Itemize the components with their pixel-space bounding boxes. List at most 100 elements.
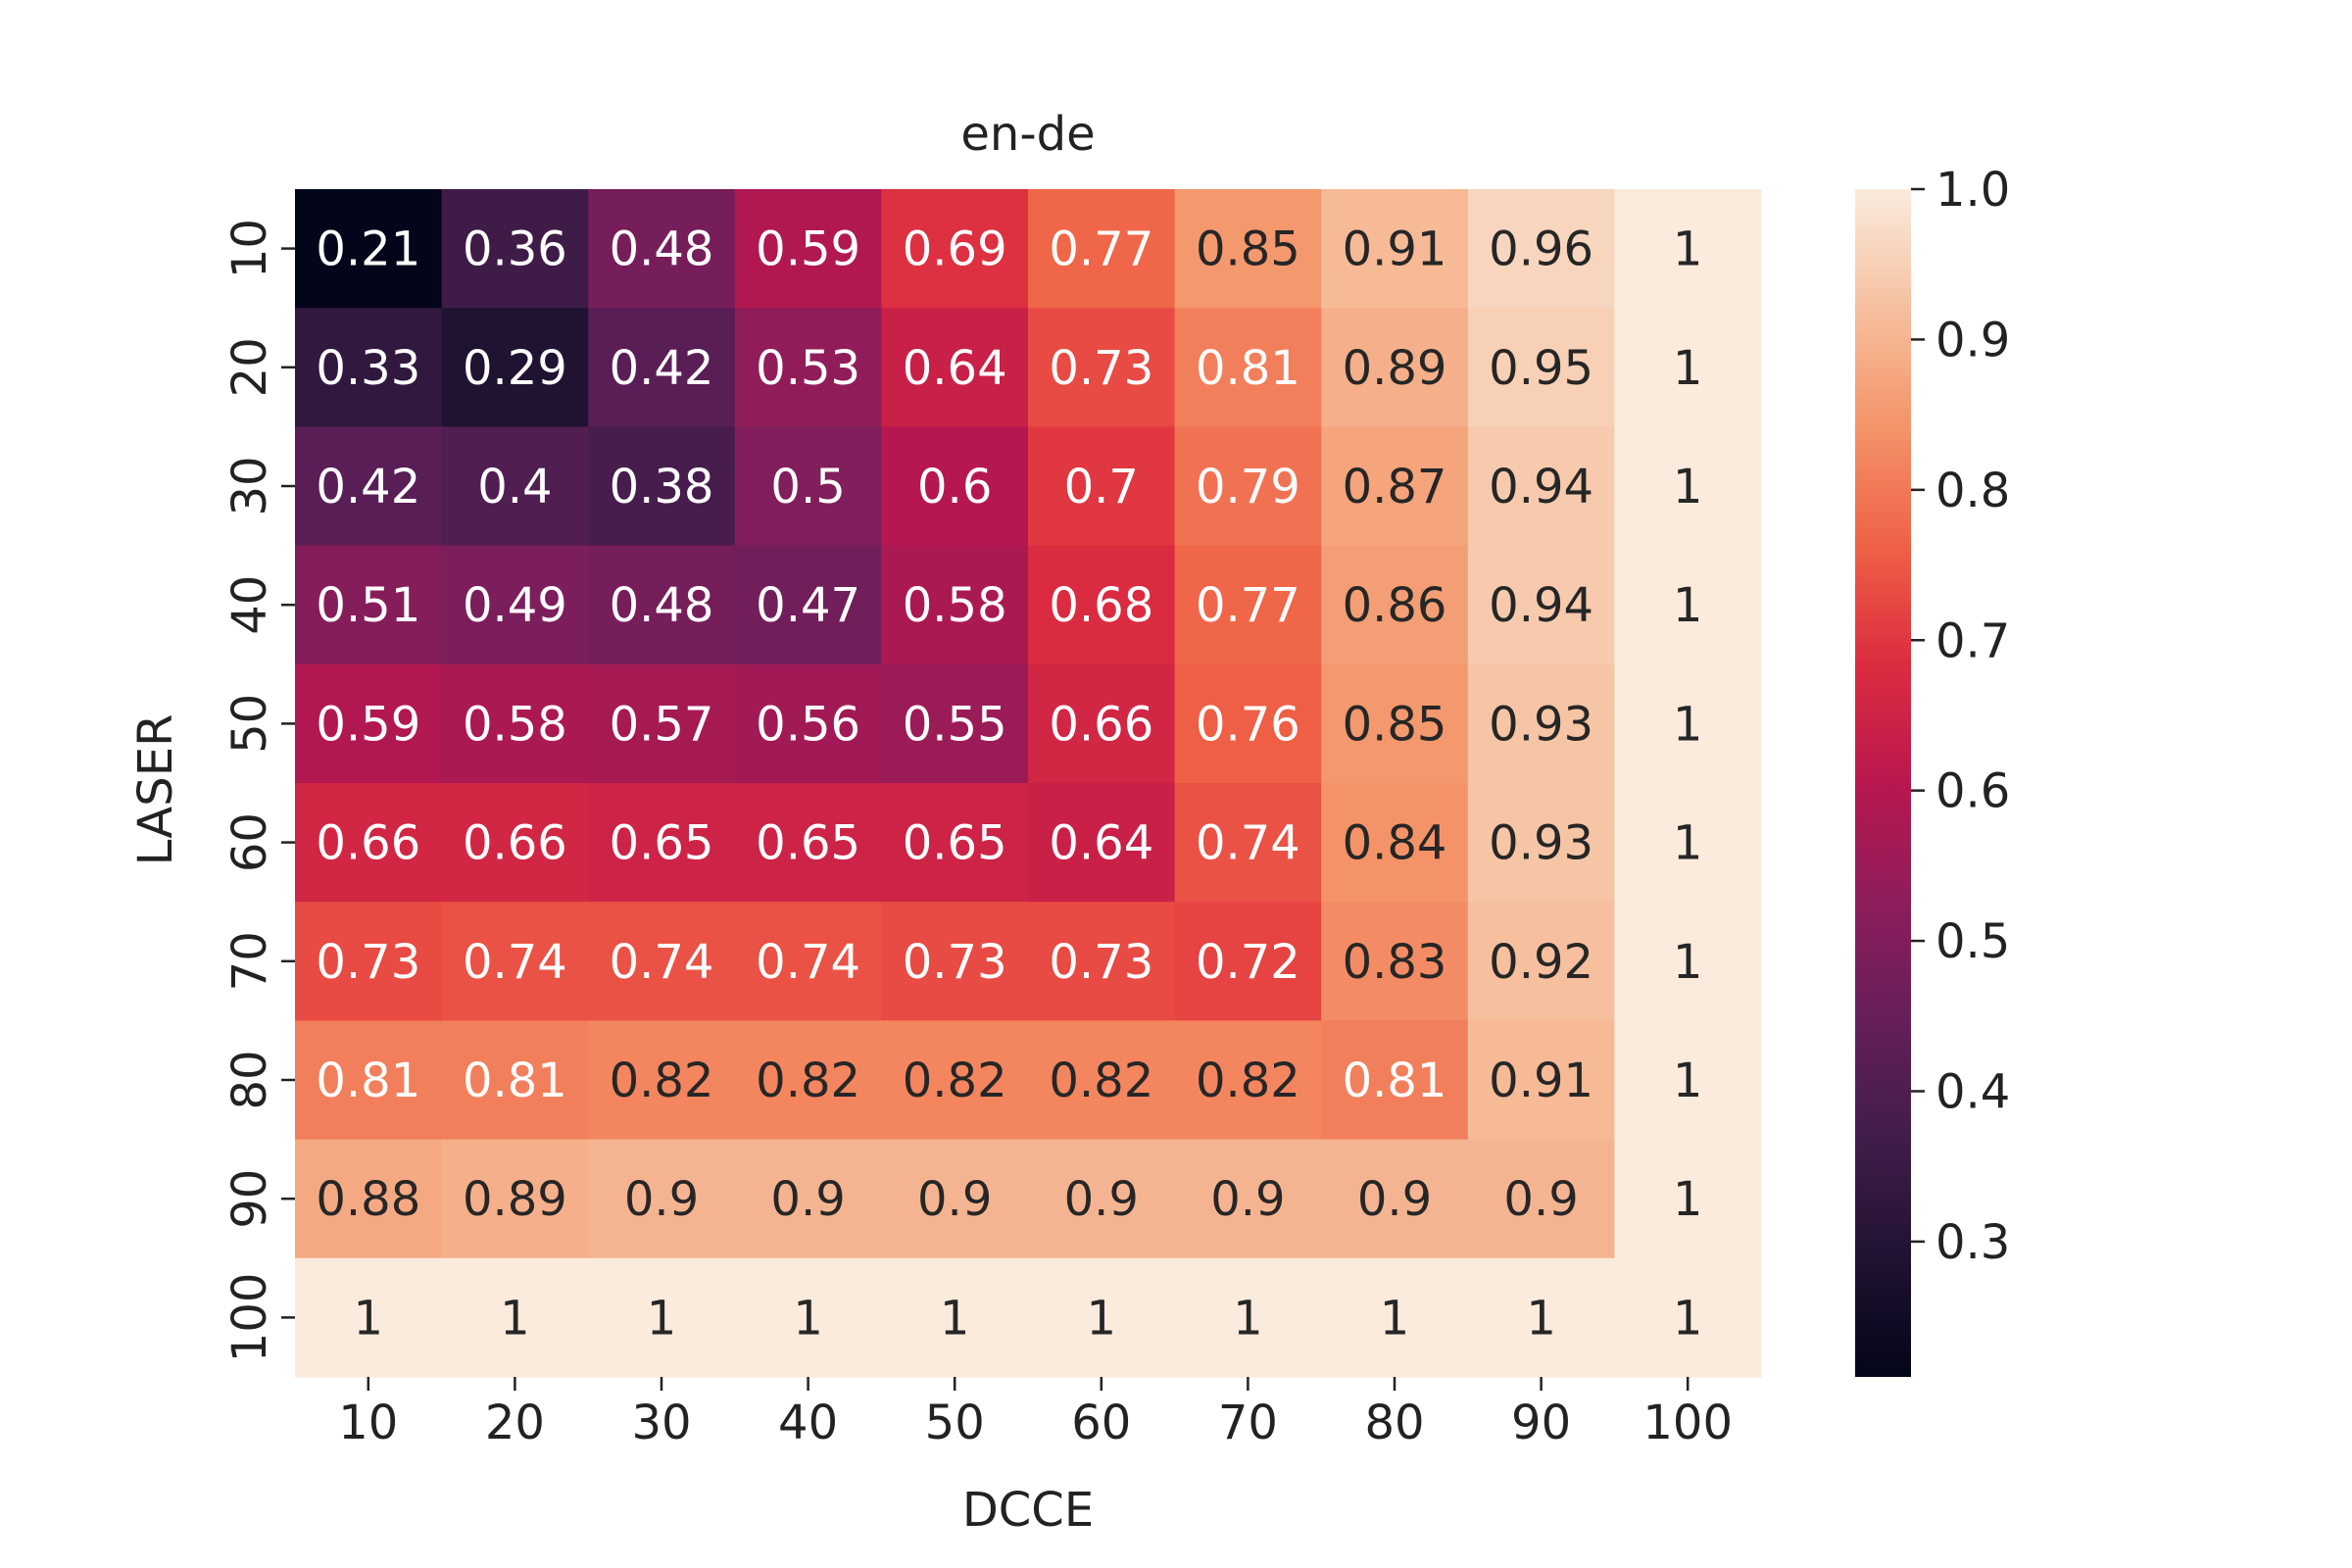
heatmap-cell xyxy=(1467,663,1615,784)
cell-value-label: 0.58 xyxy=(463,697,567,752)
cell-value-label: 1 xyxy=(1673,1291,1703,1346)
x-tick-label: 40 xyxy=(778,1396,838,1450)
cell-value-label: 0.86 xyxy=(1343,578,1447,633)
y-tick-label: 80 xyxy=(222,1050,277,1109)
heatmap-cell xyxy=(1028,545,1176,665)
cell-value-label: 0.77 xyxy=(1196,578,1300,633)
cell-value-label: 0.65 xyxy=(903,816,1007,871)
cell-value-label: 1 xyxy=(1673,460,1703,514)
y-tick-label: 100 xyxy=(222,1273,277,1363)
x-tick-label: 60 xyxy=(1071,1396,1131,1450)
cell-value-label: 1 xyxy=(1673,1054,1703,1108)
cell-value-label: 0.92 xyxy=(1489,935,1593,990)
heatmap-cell xyxy=(734,1257,882,1378)
heatmap-cell xyxy=(881,426,1029,547)
x-tick-label: 80 xyxy=(1364,1396,1424,1450)
heatmap-cell xyxy=(588,1139,736,1259)
cell-value-label: 0.64 xyxy=(1049,816,1153,871)
colorbar-tick-label: 0.9 xyxy=(1936,313,2010,368)
heatmap-cell xyxy=(588,308,736,427)
heatmap-cell xyxy=(1028,189,1176,309)
x-tick-label: 10 xyxy=(338,1396,398,1450)
x-axis: 10 20 30 40 50 60 70 80 90 100 xyxy=(338,1377,1733,1450)
cell-value-label: 0.29 xyxy=(463,341,567,396)
heatmap-cell xyxy=(1614,308,1762,427)
cell-value-label: 0.81 xyxy=(316,1054,420,1108)
cell-value-label: 0.93 xyxy=(1489,816,1593,871)
heatmap-cell xyxy=(1321,426,1469,547)
heatmap-cell xyxy=(588,1257,736,1378)
heatmap-cell xyxy=(881,783,1029,903)
cell-value-label: 0.84 xyxy=(1343,816,1447,871)
heatmap-cell xyxy=(1614,783,1762,903)
cell-value-label: 0.9 xyxy=(917,1172,992,1227)
colorbar-tick-label: 0.3 xyxy=(1936,1215,2010,1270)
cell-value-label: 0.95 xyxy=(1489,341,1593,396)
heatmap-cell xyxy=(1614,1020,1762,1141)
heatmap-cell xyxy=(295,426,443,547)
colorbar-tick-label: 1.0 xyxy=(1936,163,2010,218)
heatmap-cell xyxy=(1174,1139,1322,1259)
cell-value-label: 1 xyxy=(1673,935,1703,990)
heatmap-cell xyxy=(1174,663,1322,784)
cell-value-label: 1 xyxy=(1673,222,1703,277)
cell-value-label: 1 xyxy=(1087,1291,1117,1346)
x-tick-label: 20 xyxy=(485,1396,545,1450)
cell-value-label: 0.21 xyxy=(316,222,420,277)
cell-value-label: 0.85 xyxy=(1343,697,1447,752)
heatmap-cell xyxy=(881,308,1029,427)
cell-value-label: 0.9 xyxy=(1210,1172,1285,1227)
cell-value-label: 0.42 xyxy=(610,341,714,396)
y-tick-label: 40 xyxy=(222,575,277,635)
heatmap-cell xyxy=(1321,545,1469,665)
colorbar xyxy=(1855,189,1911,1377)
cell-value-label: 0.94 xyxy=(1489,578,1593,633)
heatmap-cell xyxy=(734,189,882,309)
heatmap-cell xyxy=(1321,783,1469,903)
heatmap-cell xyxy=(1321,663,1469,784)
colorbar-tick-label: 0.7 xyxy=(1936,613,2010,668)
cell-value-label: 0.66 xyxy=(1049,697,1153,752)
cell-value-label: 0.87 xyxy=(1343,460,1447,514)
cell-value-label: 1 xyxy=(1380,1291,1410,1346)
cell-value-label: 0.66 xyxy=(316,816,420,871)
cell-value-label: 1 xyxy=(500,1291,530,1346)
x-tick-label: 100 xyxy=(1642,1396,1733,1450)
heatmap-cell xyxy=(295,308,443,427)
y-axis-label: LASER xyxy=(128,714,183,866)
heatmap-cell xyxy=(1614,902,1762,1021)
heatmap-cell xyxy=(441,189,589,309)
cell-value-label: 1 xyxy=(1673,341,1703,396)
cell-value-label: 0.9 xyxy=(1357,1172,1432,1227)
heatmap-cell xyxy=(1321,189,1469,309)
cell-value-label: 0.65 xyxy=(756,816,860,871)
heatmap-cell xyxy=(1614,426,1762,547)
cell-value-label: 0.74 xyxy=(1196,816,1300,871)
cell-value-label: 0.89 xyxy=(463,1172,567,1227)
heatmap-cell xyxy=(734,902,882,1021)
heatmap-cell xyxy=(1467,783,1615,903)
heatmap-cell xyxy=(1028,663,1176,784)
cell-value-label: 0.6 xyxy=(917,460,992,514)
cell-value-label: 0.79 xyxy=(1196,460,1300,514)
cell-value-label: 0.55 xyxy=(903,697,1007,752)
x-tick-label: 70 xyxy=(1218,1396,1278,1450)
heatmap-cell xyxy=(441,663,589,784)
cell-value-label: 0.73 xyxy=(316,935,420,990)
cell-value-label: 1 xyxy=(793,1291,823,1346)
heatmap-cell xyxy=(1321,308,1469,427)
cell-value-label: 0.82 xyxy=(1196,1054,1300,1108)
cell-value-label: 0.73 xyxy=(1049,935,1153,990)
heatmap-cell xyxy=(1028,1020,1176,1141)
heatmap-cell xyxy=(295,663,443,784)
cell-value-label: 0.72 xyxy=(1196,935,1300,990)
heatmap-cell xyxy=(441,1020,589,1141)
heatmap-cell xyxy=(734,663,882,784)
y-axis: 10 20 30 40 50 60 70 80 90 100 xyxy=(222,219,295,1362)
colorbar-tick-label: 0.5 xyxy=(1936,914,2010,969)
cell-value-label: 0.9 xyxy=(770,1172,845,1227)
heatmap-cell xyxy=(295,1257,443,1378)
heatmap-cell xyxy=(1467,189,1615,309)
heatmap-cell xyxy=(734,545,882,665)
